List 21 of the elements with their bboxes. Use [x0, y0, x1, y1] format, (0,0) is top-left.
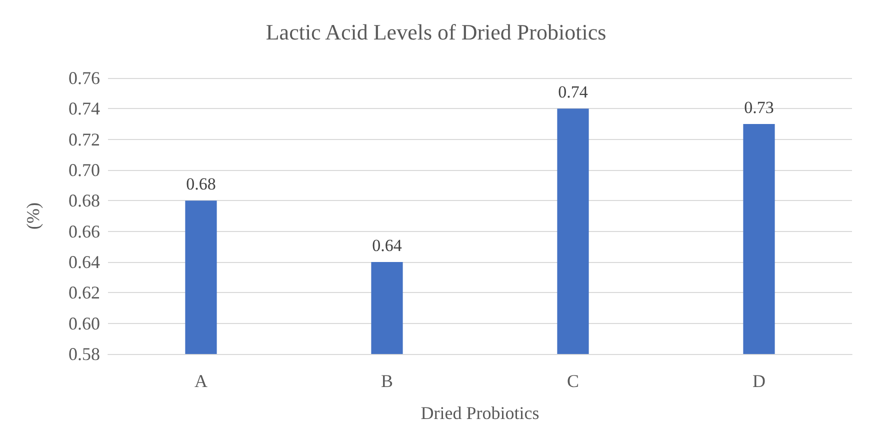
x-tick-label: D	[752, 371, 766, 391]
y-tick-label: 0.60	[68, 313, 100, 334]
y-tick-label: 0.66	[68, 221, 100, 242]
y-tick-label: 0.68	[68, 190, 100, 211]
x-tick-label: A	[194, 371, 208, 391]
data-label: 0.74	[558, 82, 588, 102]
chart-title: Lactic Acid Levels of Dried Probiotics	[266, 20, 606, 44]
data-label: 0.64	[372, 236, 402, 255]
y-tick-label: 0.70	[68, 160, 100, 180]
y-tick-label: 0.76	[68, 68, 100, 88]
data-label: 0.73	[744, 98, 774, 117]
y-axis-title: (%)	[23, 202, 43, 230]
y-tick-label: 0.64	[68, 252, 100, 272]
data-label: 0.68	[186, 174, 216, 194]
y-tick-label: 0.58	[68, 344, 100, 364]
y-tick-label: 0.62	[68, 282, 100, 303]
y-tick-label: 0.74	[68, 98, 100, 119]
x-axis-title: Dried Probiotics	[420, 403, 540, 423]
y-tick-label: 0.72	[68, 129, 100, 150]
x-tick-label: B	[380, 371, 394, 391]
x-tick-label: C	[566, 371, 580, 391]
